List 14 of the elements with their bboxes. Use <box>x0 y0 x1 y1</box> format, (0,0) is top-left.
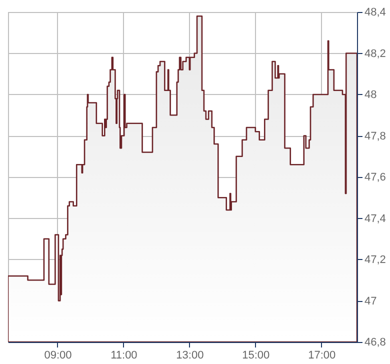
y-tick-label: 47,2 <box>364 254 386 266</box>
y-tick-label: 48 <box>364 89 377 101</box>
x-tick-label: 15:00 <box>242 350 270 362</box>
y-tick-label: 46,8 <box>364 336 386 348</box>
y-tick-label: 47 <box>364 295 377 308</box>
y-tick-label: 47,6 <box>364 172 386 184</box>
x-tick-label: 17:00 <box>308 350 336 362</box>
x-tick-label: 11:00 <box>110 350 138 362</box>
y-tick-label: 48,4 <box>364 6 386 18</box>
y-tick-label: 48,2 <box>364 48 386 60</box>
y-tick-label: 47,8 <box>364 130 386 142</box>
x-tick-label: 09:00 <box>44 350 72 362</box>
y-tick-label: 47,4 <box>364 212 386 225</box>
x-tick-label: 13:00 <box>176 350 204 362</box>
